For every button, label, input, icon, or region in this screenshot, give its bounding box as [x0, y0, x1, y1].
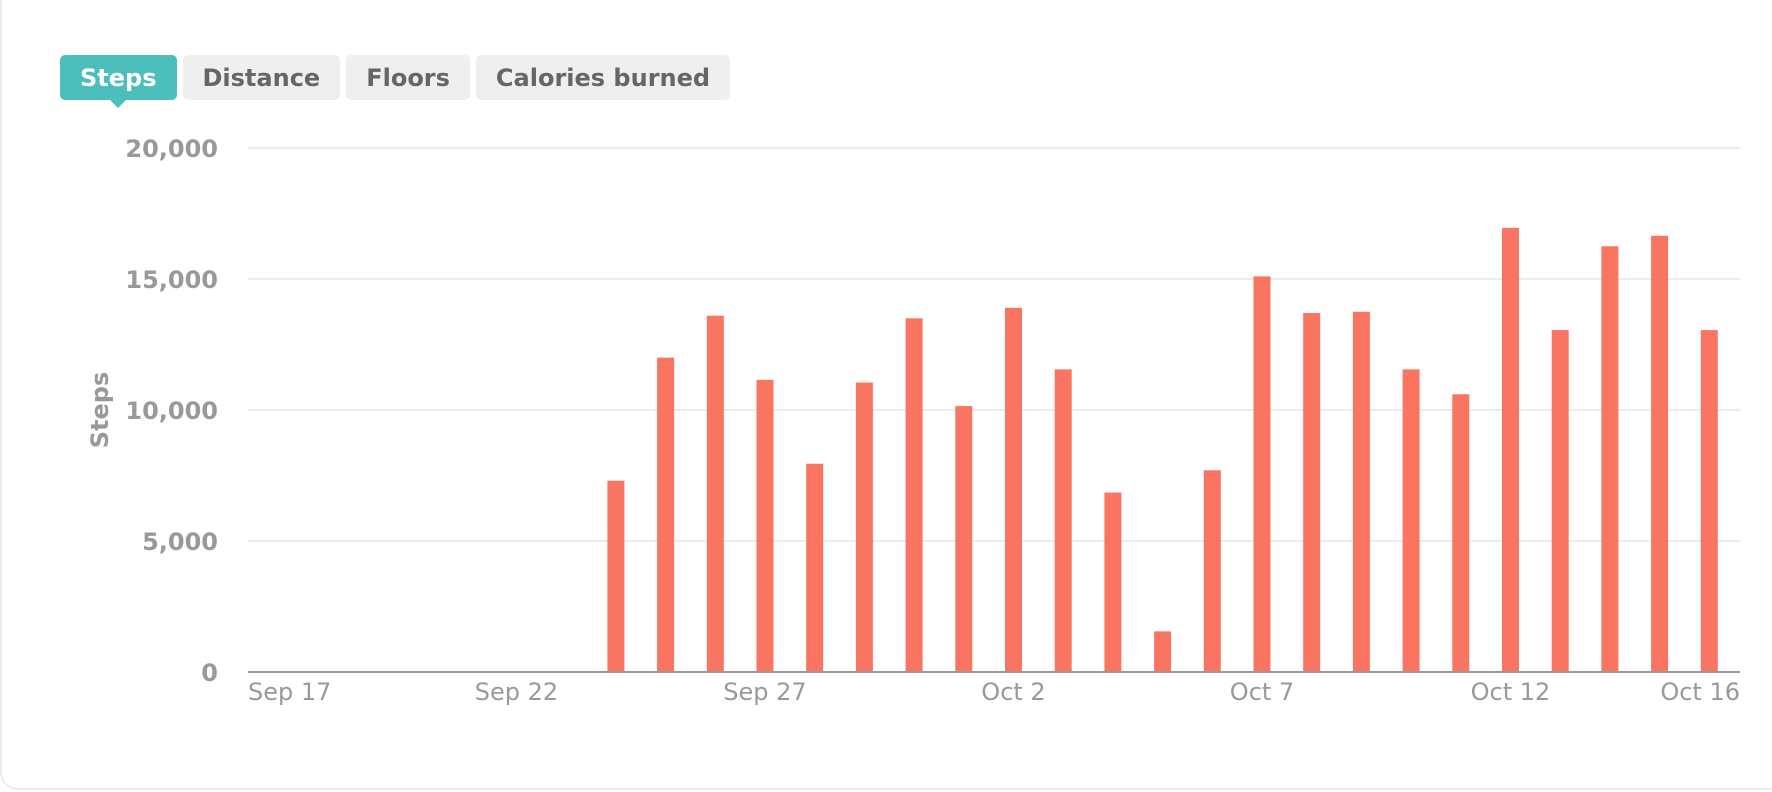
bar[interactable] [955, 406, 973, 672]
bar[interactable] [1601, 246, 1619, 672]
bars [607, 227, 1718, 672]
y-axis-label: Steps [86, 372, 114, 449]
metric-tabs: Steps Distance Floors Calories burned [60, 55, 731, 108]
bar[interactable] [1104, 492, 1122, 672]
x-tick-label: Oct 16 [1660, 678, 1740, 706]
x-tick-label: Sep 27 [723, 678, 806, 706]
x-tick-label: Oct 7 [1230, 678, 1294, 706]
y-tick-label: 5,000 [142, 528, 218, 556]
tab-steps-label: Steps [80, 63, 157, 92]
bar[interactable] [1452, 394, 1470, 672]
active-tab-pointer [109, 99, 128, 108]
tab-calories-burned[interactable]: Calories burned [475, 55, 731, 100]
bar[interactable] [1054, 369, 1072, 672]
bar[interactable] [1303, 313, 1321, 672]
tab-distance-label: Distance [202, 63, 321, 92]
y-tick-label: 15,000 [125, 266, 218, 294]
x-tick-label: Oct 2 [981, 678, 1045, 706]
bar[interactable] [706, 315, 724, 672]
tab-calories-burned-label: Calories burned [495, 63, 711, 92]
bar[interactable] [756, 379, 774, 672]
bar[interactable] [607, 480, 625, 672]
bar[interactable] [1253, 276, 1271, 672]
y-tick-label: 0 [201, 659, 218, 687]
x-tick-label: Sep 22 [475, 678, 558, 706]
bar[interactable] [1352, 311, 1370, 672]
tab-floors[interactable]: Floors [346, 55, 470, 100]
x-tick-label: Sep 17 [248, 678, 331, 706]
bar[interactable] [1651, 235, 1669, 672]
bar[interactable] [806, 463, 824, 672]
bar[interactable] [1154, 631, 1172, 672]
tab-floors-label: Floors [366, 63, 450, 92]
bar[interactable] [657, 357, 675, 672]
bar[interactable] [855, 382, 873, 672]
y-axis-ticks: 0 5,000 10,000 15,000 20,000 [125, 135, 218, 687]
tab-steps[interactable]: Steps [60, 55, 177, 108]
x-tick-label: Oct 12 [1471, 678, 1551, 706]
bar[interactable] [1700, 330, 1718, 672]
bar[interactable] [905, 318, 923, 672]
y-tick-label: 10,000 [125, 397, 218, 425]
bar[interactable] [1551, 330, 1569, 672]
bar[interactable] [1005, 307, 1022, 672]
tab-distance[interactable]: Distance [182, 55, 341, 100]
bar[interactable] [1402, 369, 1420, 672]
y-tick-label: 20,000 [125, 135, 218, 163]
bar[interactable] [1203, 470, 1221, 672]
grid-lines [248, 147, 1740, 542]
x-axis-ticks: Sep 17 Sep 22 Sep 27 Oct 2 Oct 7 Oct 12 Oct 16 [248, 678, 1740, 706]
bar[interactable] [1502, 227, 1519, 672]
